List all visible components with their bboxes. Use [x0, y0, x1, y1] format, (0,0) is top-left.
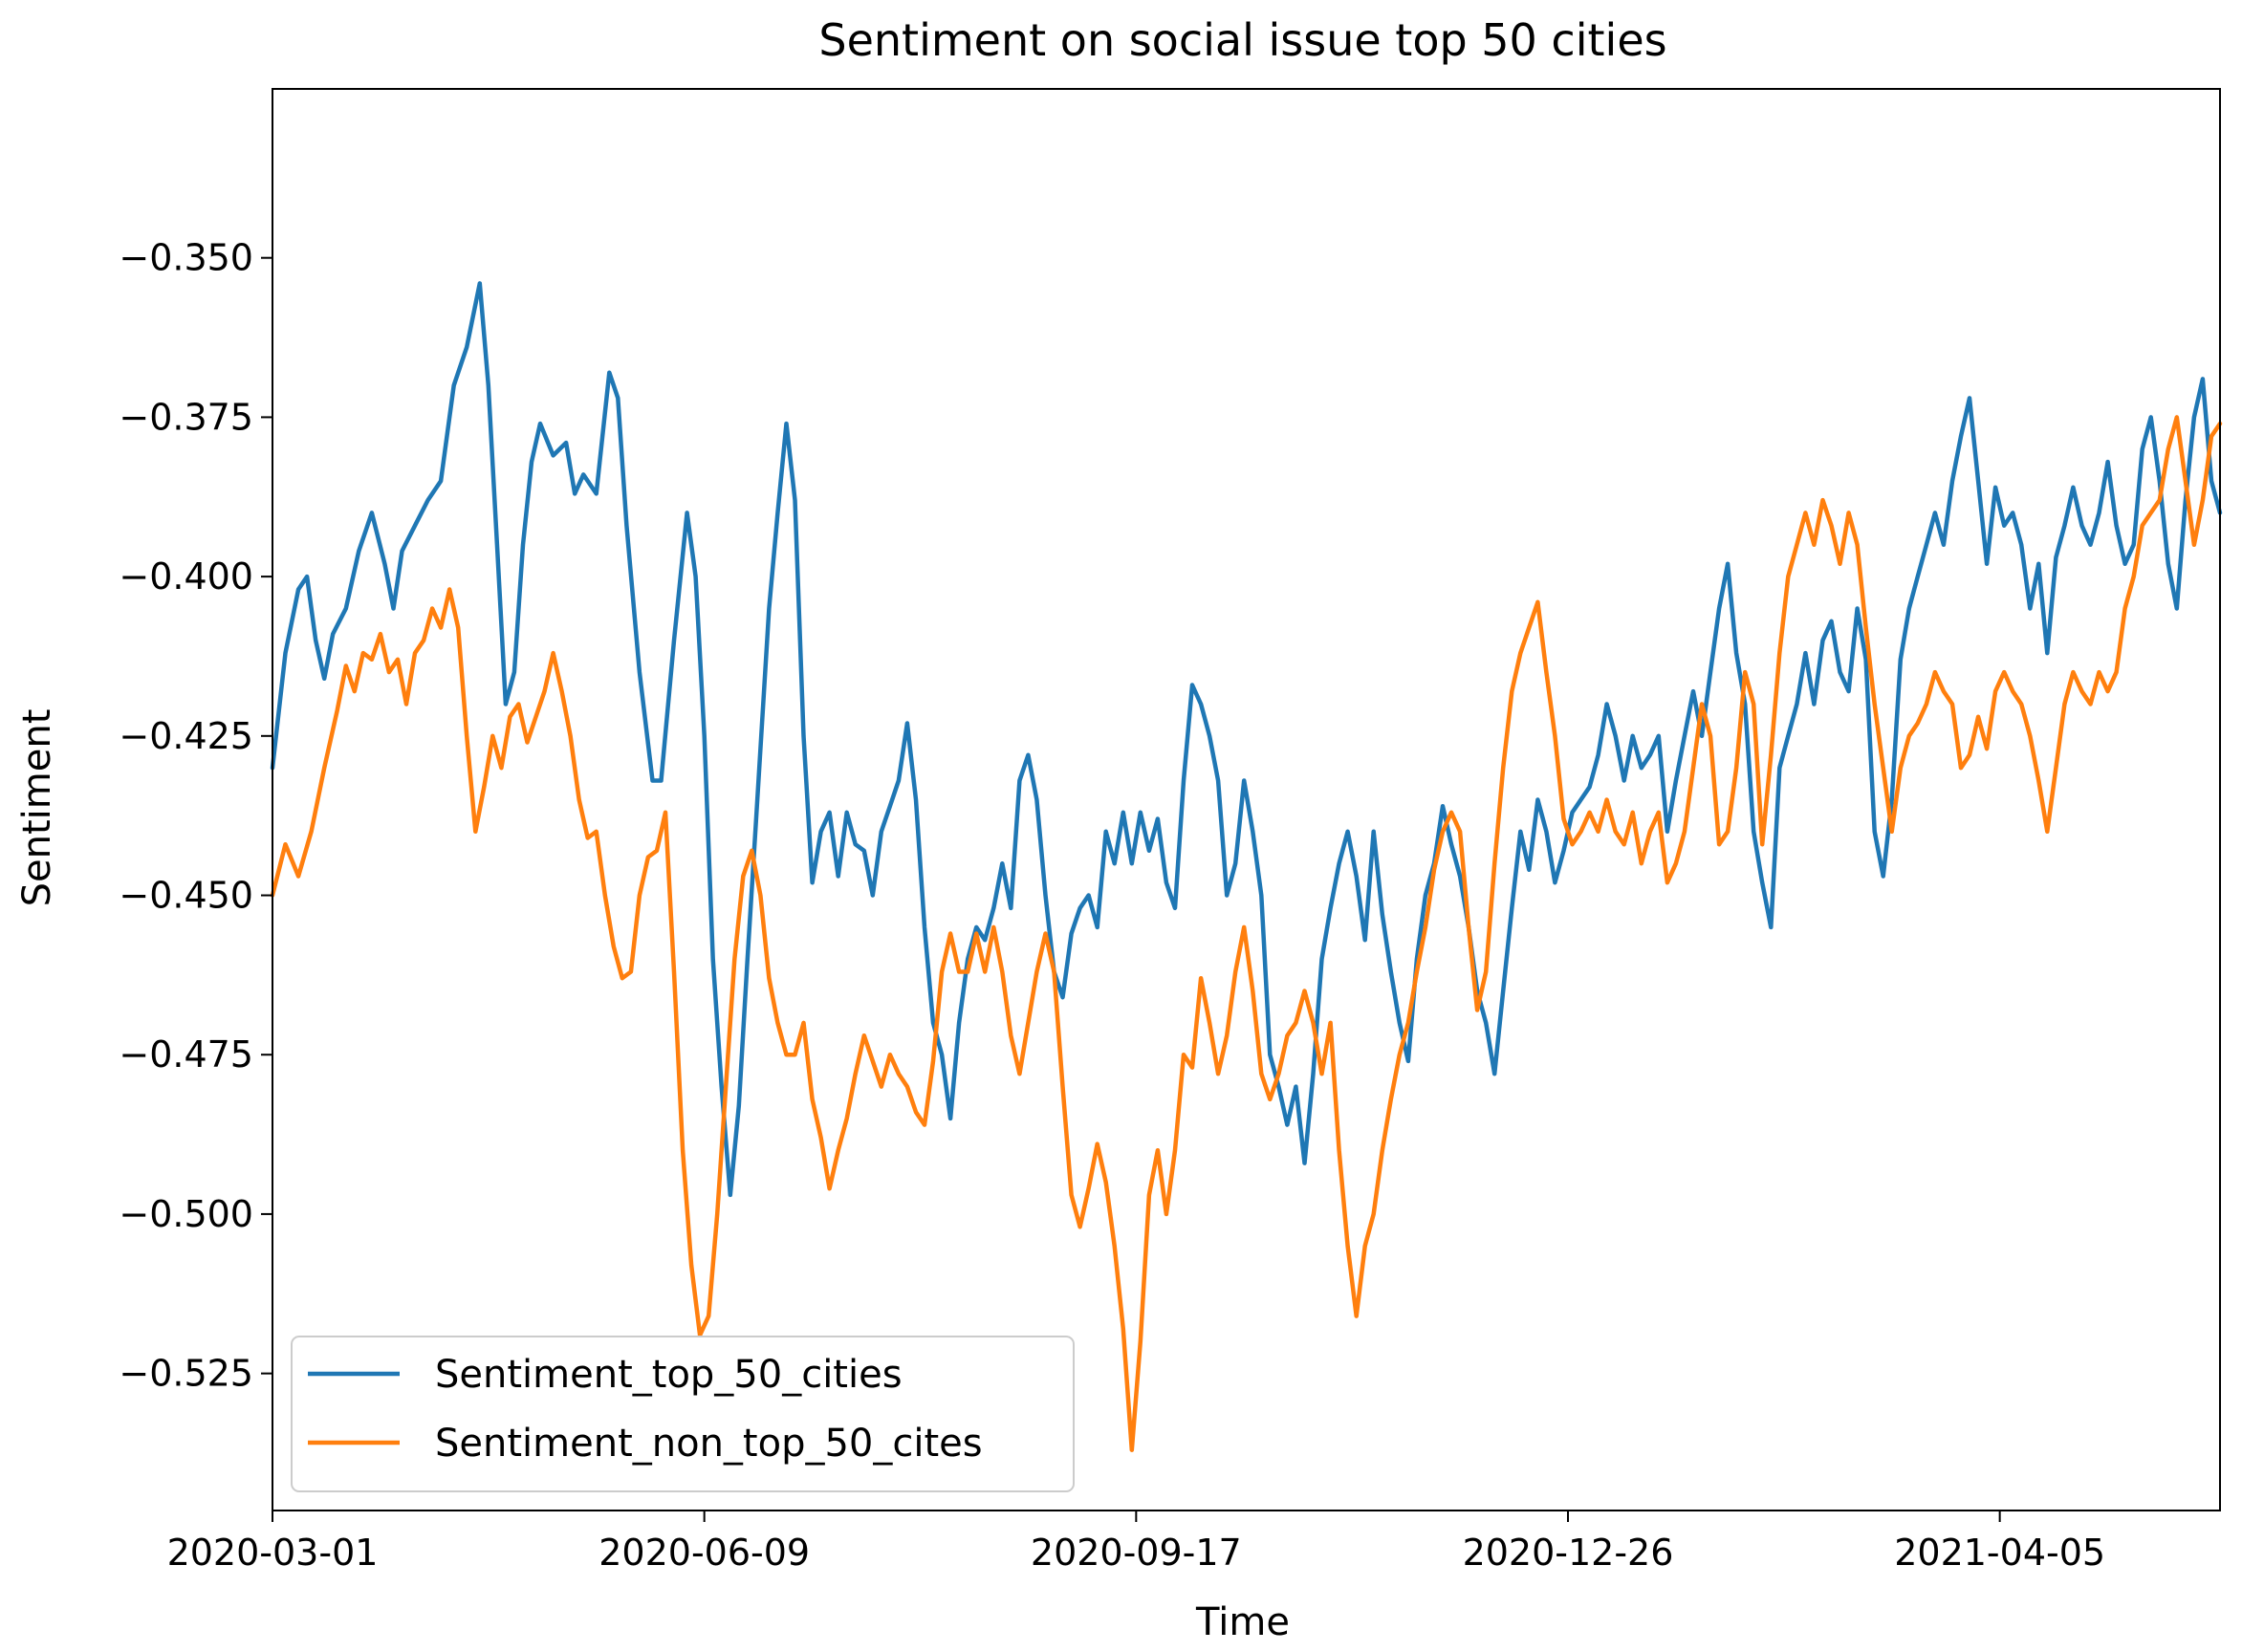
y-tick-label: −0.525	[119, 1353, 253, 1395]
y-tick-label: −0.425	[119, 715, 253, 757]
y-tick-label: −0.400	[119, 555, 253, 598]
legend: Sentiment_top_50_cities Sentiment_non_to…	[291, 1336, 1075, 1492]
x-tick-label: 2020-06-09	[599, 1532, 810, 1574]
x-tick-label: 2020-09-17	[1031, 1532, 1242, 1574]
y-tick-label: −0.500	[119, 1193, 253, 1235]
y-axis-title: Sentiment	[15, 709, 59, 907]
x-axis: 2020-03-01 2020-06-09 2020-09-17 2020-12-26…	[167, 1511, 2105, 1574]
plot-frame	[272, 88, 2221, 1511]
x-axis-title: Time	[1195, 1600, 1290, 1644]
x-tick-label: 2020-03-01	[167, 1532, 379, 1574]
y-tick-label: −0.350	[119, 237, 253, 279]
y-tick-label: −0.475	[119, 1033, 253, 1076]
x-tick-label: 2021-04-05	[1894, 1532, 2105, 1574]
y-tick-label: −0.450	[119, 875, 253, 917]
y-tick-label: −0.375	[119, 396, 253, 438]
series-line-sentiment-top-50-cities	[270, 281, 2223, 1198]
legend-label-non-top-50-cites: Sentiment_non_top_50_cites	[435, 1422, 983, 1466]
legend-label-top-50-cities: Sentiment_top_50_cities	[435, 1353, 903, 1397]
chart-title: Sentiment on social issue top 50 cities	[818, 14, 1666, 66]
series-line-sentiment-non-top-50-cites	[270, 415, 2223, 1452]
series-layer	[270, 281, 2223, 1452]
x-tick-label: 2020-12-26	[1463, 1532, 1674, 1574]
legend-frame	[291, 1336, 1075, 1492]
plot-area	[270, 88, 2223, 1511]
y-axis: −0.350 −0.375 −0.400 −0.425 −0.450 −0.475 −0.5…	[119, 237, 272, 1395]
